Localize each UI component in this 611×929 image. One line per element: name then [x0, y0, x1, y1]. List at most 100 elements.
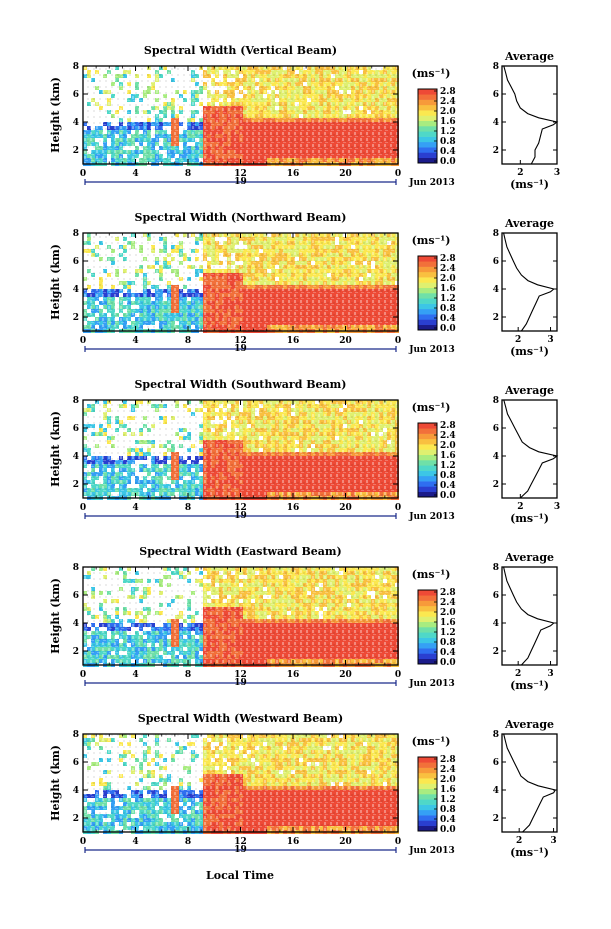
y-tick-label: 8	[73, 229, 79, 239]
colorbar-segment	[418, 147, 437, 153]
colorbar-segment	[418, 277, 437, 283]
x-tick-label: 16	[287, 169, 300, 179]
average-unit: (ms⁻¹)	[510, 345, 549, 358]
average-unit: (ms⁻¹)	[510, 178, 549, 191]
x-tick-label: 4	[132, 503, 138, 513]
colorbar-tick-label: 1.6	[440, 284, 456, 294]
colorbar-segment	[418, 298, 437, 304]
colorbar-tick-label: 0.0	[440, 324, 456, 334]
average-frame	[501, 65, 558, 165]
colorbar-tick-label: 1.2	[440, 294, 456, 304]
colorbar-tick-label: 0.4	[440, 314, 456, 324]
x-axis-label: Local Time	[206, 869, 274, 882]
colorbar-segment	[418, 89, 437, 95]
colorbar-segment	[418, 157, 437, 164]
y-tick-label: 2	[73, 313, 79, 323]
average-frame	[501, 232, 558, 332]
colorbar-segment	[418, 141, 437, 148]
colorbar-frame	[417, 255, 438, 331]
x-tick-label: 0	[80, 503, 86, 513]
date-label: 19	[234, 177, 247, 187]
y-axis-label: Height (km)	[49, 411, 62, 487]
colorbar-segment	[418, 324, 437, 331]
x-tick-label: 20	[339, 336, 352, 346]
x-tick-label: 0	[80, 336, 86, 346]
colorbar-segment	[418, 303, 437, 310]
colorbar-segment	[418, 99, 437, 106]
panel-title: Spectral Width (Southward Beam)	[134, 378, 346, 391]
avg-y-tick-label: 8	[493, 229, 499, 239]
colorbar-segment	[418, 287, 437, 294]
average-profile-line	[503, 232, 555, 332]
colorbar-tick-label: 2.4	[440, 97, 456, 107]
colorbar-segment	[418, 293, 437, 299]
y-tick-label: 6	[73, 424, 79, 434]
panel-title: Spectral Width (Northward Beam)	[135, 211, 347, 224]
colorbar-segment	[418, 271, 437, 278]
colorbar-segment	[418, 94, 437, 100]
x-tick-label: 0	[395, 169, 401, 179]
colorbar-tick-label: 0.8	[440, 137, 456, 147]
x-tick-label: 8	[185, 169, 191, 179]
colorbar-segment	[418, 110, 437, 116]
colorbar-segment	[418, 126, 437, 132]
colorbar-segment	[418, 120, 437, 127]
heatmap-texture	[83, 233, 398, 331]
avg-x-tick-label: 3	[554, 168, 560, 178]
x-tick-label: 16	[287, 503, 300, 513]
colorbar-segment	[418, 314, 437, 320]
colorbar-segment	[418, 261, 437, 267]
x-tick-label: 0	[80, 169, 86, 179]
average-profile-line	[503, 65, 559, 165]
colorbar-tick-label: 0.8	[440, 304, 456, 314]
y-tick-label: 8	[73, 396, 79, 406]
x-tick-label: 20	[339, 169, 352, 179]
avg-y-tick-label: 8	[493, 62, 499, 72]
month-label: Jun 2013	[408, 178, 455, 188]
x-tick-label: 12	[234, 503, 247, 513]
avg-y-tick-label: 4	[493, 118, 499, 128]
avg-x-tick-label: 2	[515, 335, 521, 345]
avg-x-tick-label: 3	[547, 335, 553, 345]
colorbar-unit: (ms⁻¹)	[412, 67, 451, 80]
x-tick-label: 8	[185, 336, 191, 346]
x-tick-label: 16	[287, 336, 300, 346]
y-tick-label: 4	[73, 452, 79, 462]
y-axis-label: Height (km)	[49, 244, 62, 320]
colorbar-tick-label: 0.4	[440, 147, 456, 157]
y-tick-label: 6	[73, 257, 79, 267]
date-label: 19	[234, 344, 247, 354]
avg-x-tick-label: 2	[517, 168, 523, 178]
colorbar-tick-label: 1.6	[440, 117, 456, 127]
x-tick-label: 0	[395, 336, 401, 346]
y-tick-label: 2	[73, 146, 79, 156]
y-tick-label: 6	[73, 90, 79, 100]
colorbar-unit: (ms⁻¹)	[412, 234, 451, 247]
avg-y-tick-label: 4	[493, 285, 499, 295]
y-tick-label: 8	[73, 62, 79, 72]
month-label: Jun 2013	[408, 345, 455, 355]
y-tick-label: 4	[73, 285, 79, 295]
x-tick-label: 12	[234, 169, 247, 179]
colorbar-segment	[418, 115, 437, 122]
x-tick-label: 4	[132, 336, 138, 346]
heatmap-texture	[83, 66, 398, 164]
y-tick-label: 4	[73, 118, 79, 128]
colorbar-segment	[418, 104, 437, 111]
colorbar-tick-label: 2.0	[440, 274, 456, 284]
colorbar-tick-label: 2.4	[440, 264, 456, 274]
colorbar-segment	[418, 256, 437, 262]
panel-2: Spectral Width (Northward Beam) 2 4 6 8 Heigh…	[49, 211, 558, 358]
avg-y-tick-label: 2	[493, 146, 499, 156]
x-tick-label: 4	[132, 169, 138, 179]
colorbar-tick-label: 1.2	[440, 127, 456, 137]
avg-y-tick-label: 2	[493, 313, 499, 323]
colorbar-tick-label: 0.0	[440, 157, 456, 167]
colorbar-tick-label: 2.0	[440, 107, 456, 117]
colorbar-frame	[417, 88, 438, 164]
heatmap-texture	[83, 400, 398, 498]
colorbar-segment	[418, 266, 437, 273]
panel-3: Spectral Width (Southward Beam)2468Heigh…	[49, 378, 560, 525]
panel-title: Spectral Width (Vertical Beam)	[144, 44, 337, 57]
